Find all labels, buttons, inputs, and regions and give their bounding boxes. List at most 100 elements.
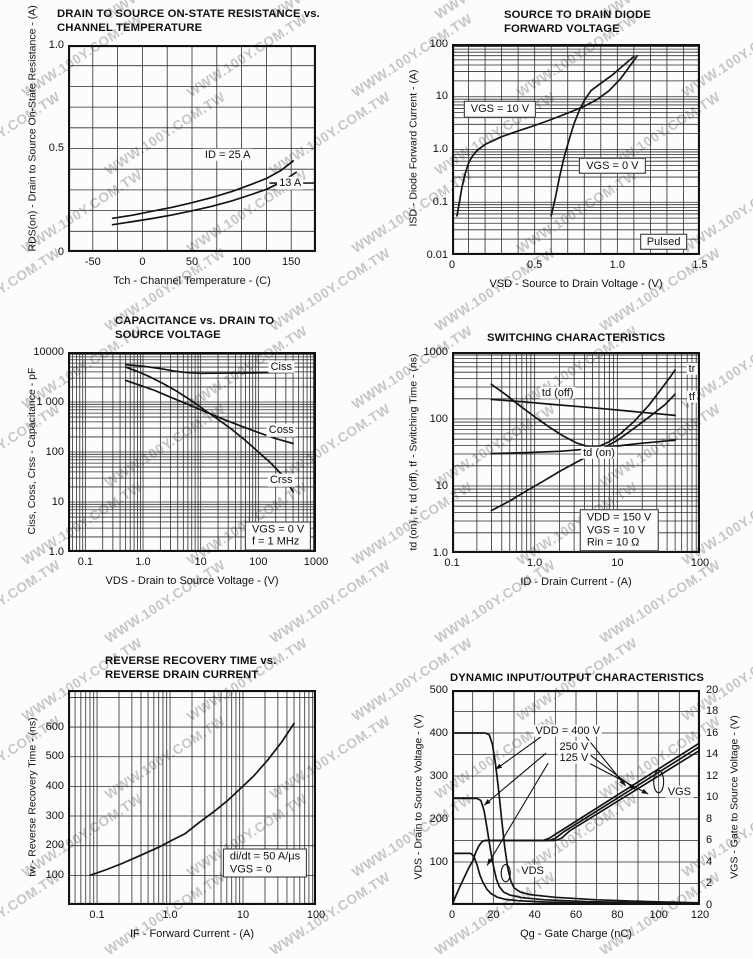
y-tick-label: 10 [435,479,448,492]
dynamic-input-output-canvas [452,690,700,905]
x-tick-label: 1.0 [527,557,543,569]
curve-label: VDS [519,864,546,877]
x-tick-label: 10 [236,909,250,921]
switching-characteristics-canvas [452,352,700,553]
chart-switching-title: SWITCHING CHARACTERISTICS [487,332,666,344]
curve-label: td (off) [539,386,576,400]
plot-border [68,690,316,905]
plot-border [452,44,700,255]
x-tick-label: 20 [487,909,500,921]
x-tick-label: 120 [690,909,710,921]
x-tick-label: 100 [649,909,668,921]
pointer-arrow [486,762,549,866]
x-tick-label: 80 [611,909,624,921]
x-tick-label: 100 [249,556,268,568]
x-tick-label: 60 [569,909,583,921]
chart-gate-charge-y-axis-label: VDS - Drain to Source Voltage - (V) [412,714,425,880]
y-tick-label: 100 [429,37,448,50]
x-tick-label: -50 [84,256,101,268]
chart-trr-title: REVERSE RECOVERY TIME vs. REVERSE DRAIN … [105,655,277,681]
y-tick-label: 1.0 [432,546,448,559]
pointer-arrow [483,752,547,806]
x-tick-label: 1.0 [162,909,178,921]
y-tick-label: 300 [429,769,448,782]
arrowhead [641,788,649,795]
curve-label: tf [686,390,698,403]
series-coss [124,379,294,445]
y2-tick-label: 16 [706,726,719,739]
series-13-a [111,171,298,226]
y-tick-label: 1.0 [432,143,448,155]
y2-tick-label: 6 [706,834,713,846]
chart-trr-x-axis-label: IF - Forward Current - (A) [129,928,255,940]
chart-gate-charge-y2-axis-label: VGS - Gate to Source Voltage - (V) [728,715,741,879]
y2-tick-label: 4 [706,855,713,868]
x-tick-label: 0.5 [527,259,543,271]
series-tr [490,369,676,448]
arrowhead [484,799,491,806]
chart-diode-plot: 0 0.5 1.0 1.5 0.01 0.1 1.0 10 100 VGS = 10 V VGS =… [427,38,708,272]
rds-vs-temp-canvas [68,45,316,252]
x-tick-label: 150 [282,256,301,268]
pointer-arrow [582,759,649,795]
curve-label: VDD = 400 V [533,724,602,738]
chart-rds-x-axis-label: Tch - Channel Temperature - (C) [113,275,271,287]
series-vgs-vdd-400-v- [484,749,700,842]
watermark-text: WWW.100Y.COM.TW [432,557,559,646]
y2-tick-label: 18 [706,705,719,717]
plot-border [68,45,316,252]
y-tick-label: 400 [45,779,64,792]
series-vds-vdd-400-v- [452,732,700,904]
chart-gate-charge-plot: 0 20 40 60 80 100 120 100 200 300 400 500 0 2 4 6 8 10 12 1… [430,684,719,922]
y-tick-label: 400 [429,726,448,739]
watermark-text: WWW.100Y.COM.TW [0,245,64,334]
chart-trr-plot: 0.1 1.0 10 100 100 200 300 400 500 600 di/dt = 50 … [46,690,325,921]
x-tick-label: 0.1 [89,909,105,921]
plot-border [452,352,700,553]
plot-border [68,352,316,552]
chart-diode-x-axis-label: VSD - Source to Drain Voltage - (V) [489,278,663,290]
series-crss [124,366,294,493]
x-tick-label: 0 [139,256,146,268]
x-tick-label: 1.5 [692,259,708,271]
x-tick-label: 0.1 [444,557,460,569]
y-tick-label: 500 [45,750,64,763]
condition-box: VGS = 0 V f = 1 MHz [244,521,312,551]
condition-box: Pulsed [639,233,688,250]
y-tick-label: 200 [429,812,448,825]
y-tick-label: 10 [51,495,64,508]
y2-tick-label: 2 [706,877,713,889]
y-tick-label: 600 [45,720,64,733]
x-tick-label: 0 [448,259,456,271]
arrowhead [619,779,626,786]
y-tick-label: 10000 [33,345,64,358]
x-tick-label: 10 [611,557,624,569]
diode-forward-voltage-canvas [452,44,700,255]
x-tick-label: 1.0 [135,556,151,568]
series-id-25-a [111,160,295,220]
chart-capacitance-plot: 0.1 1.0 10 100 1000 1.0 10 100 1 000 10000 Ciss Cos… [33,346,328,569]
y-tick-label: 1.0 [48,545,64,558]
watermark-text: WWW.100Y.COM.TW [102,557,229,646]
curve-label: 13 A [277,176,304,190]
pointer-arrow [495,736,542,770]
y-tick-label: 300 [45,809,64,822]
chart-switching-x-axis-label: ID - Drain Current - (A) [520,576,632,588]
condition-box: VGS = 0 V [579,157,646,175]
loop-pointer [653,769,665,794]
watermark-text: WWW.100Y.COM.TW [0,557,64,646]
y-tick-label: 100 [429,412,448,425]
y2-tick-label: 12 [706,769,719,782]
x-tick-label: 100 [232,256,251,268]
series-td-off- [490,398,676,417]
watermark-text: WWW.100Y.COM.TW [267,557,394,646]
arrowhead [487,858,493,866]
chart-capacitance-x-axis-label: VDS - Drain to Source Voltage - (V) [105,575,279,587]
y2-tick-label: 20 [706,683,719,696]
x-tick-label: 100 [306,909,326,921]
y-tick-label: 0.1 [432,195,448,208]
y-tick-label: 200 [45,839,64,852]
curve-label: ID = 25 A [202,148,253,161]
y-tick-label: 1 000 [36,395,64,408]
y2-tick-label: 14 [706,748,719,760]
